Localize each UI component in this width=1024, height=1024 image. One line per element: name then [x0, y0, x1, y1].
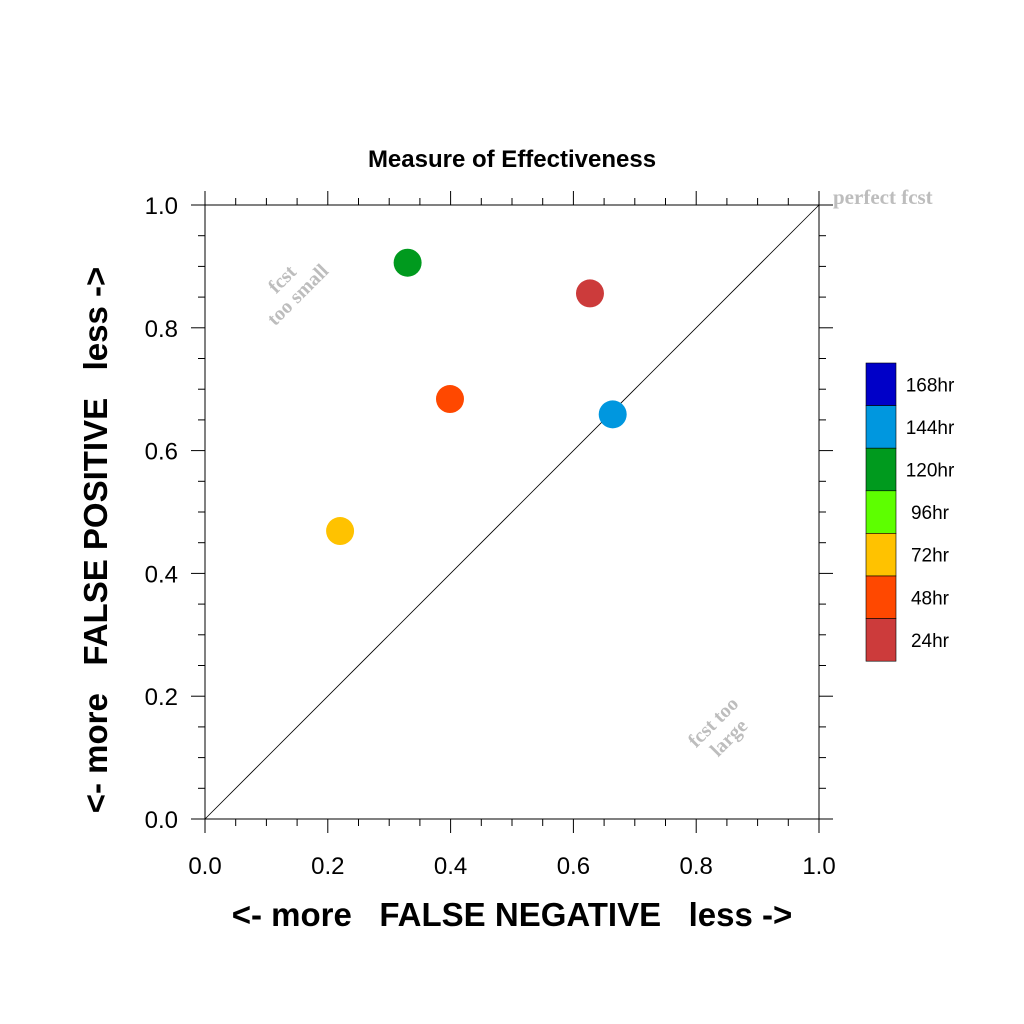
legend-swatch-144hr	[865, 405, 897, 449]
x-tick-label: 1.0	[802, 853, 835, 880]
legend: 168hr 144hr 120hr 96hr 72hr 48hr 24hr	[865, 362, 955, 662]
y-tick-label: 0.4	[145, 561, 178, 588]
x-tick-label: 0.2	[311, 853, 344, 880]
too-large-annotation: fcst too large	[684, 693, 752, 761]
point-120hr	[393, 248, 422, 277]
too-small-annotation-line2: too small	[263, 260, 333, 330]
y-tick-label: 1.0	[145, 193, 178, 220]
point-48hr	[435, 385, 464, 414]
legend-swatch-24hr	[865, 618, 897, 662]
chart-title: Measure of Effectiveness	[368, 146, 656, 173]
legend-label-120hr: 120hr	[906, 461, 955, 482]
legend-label-72hr: 72hr	[911, 546, 950, 567]
axis-ticks	[191, 191, 833, 833]
perfect-forecast-diagonal	[204, 204, 820, 820]
y-tick-label: 0.0	[145, 807, 178, 834]
data-points	[326, 248, 627, 546]
perfect-forecast-annotation: perfect fcst	[833, 185, 933, 209]
legend-swatch-48hr	[865, 575, 897, 619]
too-small-annotation: fcst too small	[263, 260, 333, 330]
point-72hr	[326, 517, 355, 546]
x-tick-label: 0.4	[434, 853, 467, 880]
y-tick-label: 0.8	[145, 316, 178, 343]
legend-label-96hr: 96hr	[911, 503, 950, 524]
x-axis-label: <- more FALSE NEGATIVE less ->	[232, 896, 793, 933]
legend-label-24hr: 24hr	[911, 631, 950, 652]
legend-label-168hr: 168hr	[906, 375, 955, 396]
legend-swatch-168hr	[865, 362, 897, 406]
point-24hr	[575, 279, 604, 308]
y-tick-label: 0.6	[145, 439, 178, 466]
legend-swatch-96hr	[865, 490, 897, 534]
point-144hr	[598, 400, 627, 429]
legend-label-144hr: 144hr	[906, 418, 955, 439]
y-tick-labels: 0.0 0.2 0.4 0.6 0.8 1.0	[145, 193, 178, 834]
x-tick-label: 0.8	[680, 853, 713, 880]
y-tick-label: 0.2	[145, 684, 178, 711]
x-tick-label: 0.6	[557, 853, 590, 880]
legend-label-48hr: 48hr	[911, 588, 950, 609]
x-tick-label: 0.0	[188, 853, 221, 880]
y-axis-label: <- more FALSE POSITIVE less ->	[77, 267, 114, 814]
legend-swatch-72hr	[865, 533, 897, 577]
legend-swatch-120hr	[865, 447, 897, 492]
x-tick-labels: 0.0 0.2 0.4 0.6 0.8 1.0	[188, 853, 835, 880]
